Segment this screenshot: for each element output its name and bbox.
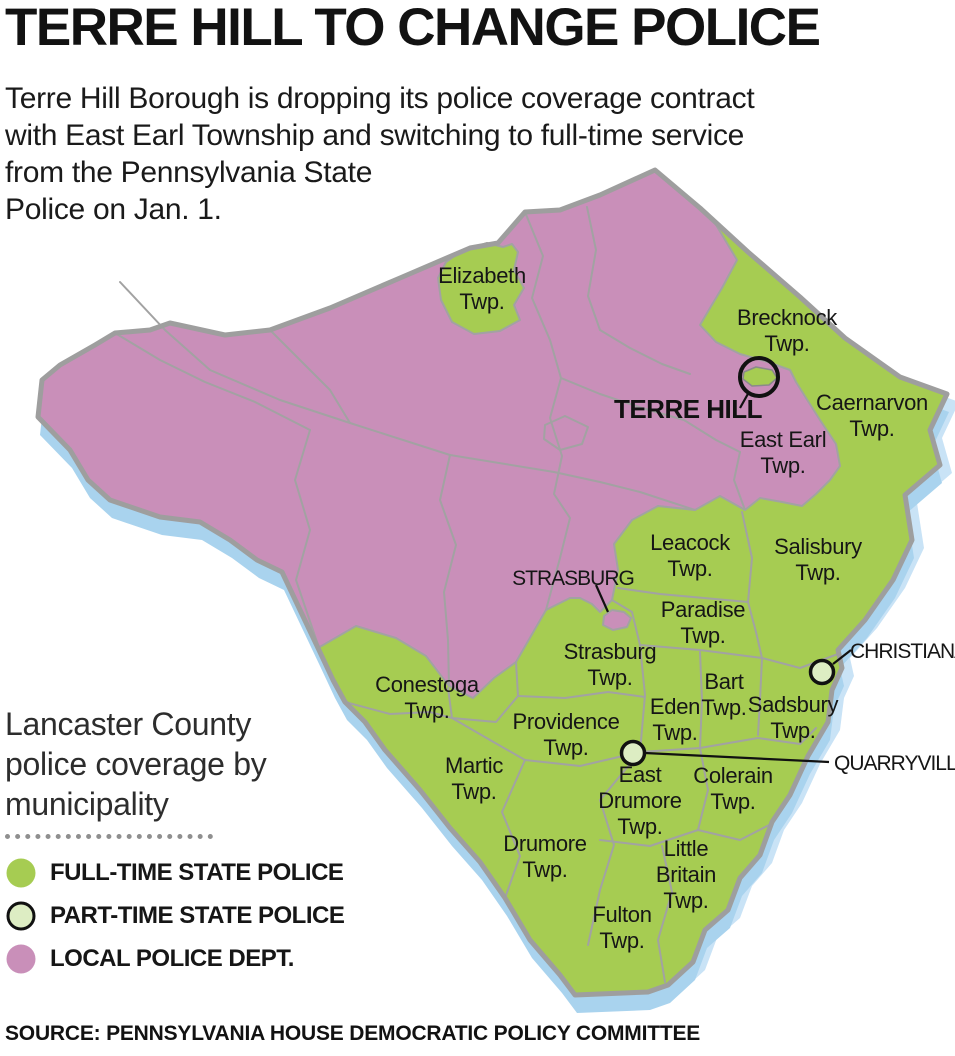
legend-label: LOCAL POLICE DEPT. <box>50 945 294 972</box>
label-strasburg-twp: Strasburg Twp. <box>564 639 657 690</box>
terre-hill-borough-area <box>742 366 778 387</box>
intro-line: from the Pennsylvania State <box>5 156 373 189</box>
terre-hill-circle-marker <box>738 356 780 398</box>
christiana-pointer-line <box>832 649 852 665</box>
label-martic-twp: Martic Twp. <box>445 753 503 804</box>
intro-line: with East Earl Township and switching to… <box>5 119 745 152</box>
label-providence-twp: Providence Twp. <box>512 709 619 760</box>
legend-heading: Lancaster County police coverage by muni… <box>5 704 425 824</box>
intro-line: Police on Jan. 1. <box>5 193 222 226</box>
label-paradise-twp: Paradise Twp. <box>661 597 745 648</box>
legend-heading-line: Lancaster County <box>5 706 252 742</box>
label-quarryville: QUARRYVILLE <box>834 752 955 775</box>
green-township-borders <box>344 511 839 983</box>
label-sadsbury-twp: Sadsbury Twp. <box>748 692 839 743</box>
county-outline <box>35 167 950 998</box>
christiana-marker <box>808 658 836 686</box>
legend-heading-line: municipality <box>5 786 169 822</box>
label-strasburg-borough: STRASBURG <box>512 567 634 590</box>
dotted-rule <box>5 834 213 839</box>
strasburg-pointer-line <box>594 584 610 613</box>
page-title: TERRE HILL TO CHANGE POLICE <box>5 0 821 57</box>
local-police-swatch-icon <box>6 944 36 974</box>
label-drumore-twp: Drumore Twp. <box>503 831 587 882</box>
legend-item-full-time: FULL-TIME STATE POLICE <box>5 857 425 889</box>
label-conestoga-twp: Conestoga Twp. <box>375 672 480 723</box>
label-fulton-twp: Fulton Twp. <box>592 902 651 953</box>
source-credit: SOURCE: PENNSYLVANIA HOUSE DEMOCRATIC PO… <box>5 1022 701 1045</box>
legend-heading-line: police coverage by <box>5 746 267 782</box>
label-brecknock-twp: Brecknock Twp. <box>737 305 838 356</box>
label-elizabeth-twp: Elizabeth Twp. <box>438 263 526 314</box>
label-terre-hill: TERRE HILL <box>614 394 763 424</box>
label-east-earl-twp: East Earl Twp. <box>740 427 827 478</box>
quarryville-pointer-line <box>644 751 830 764</box>
full-time-swatch-icon <box>6 858 36 888</box>
label-east-drumore-twp: East Drumore Twp. <box>598 762 682 839</box>
label-eden-twp: Eden Twp. <box>650 694 700 745</box>
part-time-swatch-icon <box>6 901 36 931</box>
strasburg-borough-area <box>602 609 632 631</box>
label-colerain-twp: Colerain Twp. <box>693 763 773 814</box>
legend: Lancaster County police coverage by muni… <box>5 704 425 975</box>
terre-hill-pointer-line <box>739 391 750 409</box>
legend-label: PART-TIME STATE POLICE <box>50 902 345 929</box>
quarryville-marker <box>619 739 647 767</box>
intro-paragraph: Terre Hill Borough is dropping its polic… <box>5 80 935 228</box>
label-salisbury-twp: Salisbury Twp. <box>774 534 862 585</box>
intro-line: Terre Hill Borough is dropping its polic… <box>5 82 755 115</box>
pink-township-borders <box>114 206 746 687</box>
legend-item-part-time: PART-TIME STATE POLICE <box>5 900 425 932</box>
label-caernarvon-twp: Caernarvon Twp. <box>816 390 928 441</box>
legend-item-local: LOCAL POLICE DEPT. <box>5 943 425 975</box>
label-bart-twp: Bart Twp. <box>701 669 746 720</box>
label-leacock-twp: Leacock Twp. <box>650 530 731 581</box>
label-little-britain-twp: Little Britain Twp. <box>656 836 716 913</box>
label-christiana: CHRISTIANA <box>850 640 955 663</box>
legend-label: FULL-TIME STATE POLICE <box>50 859 344 886</box>
